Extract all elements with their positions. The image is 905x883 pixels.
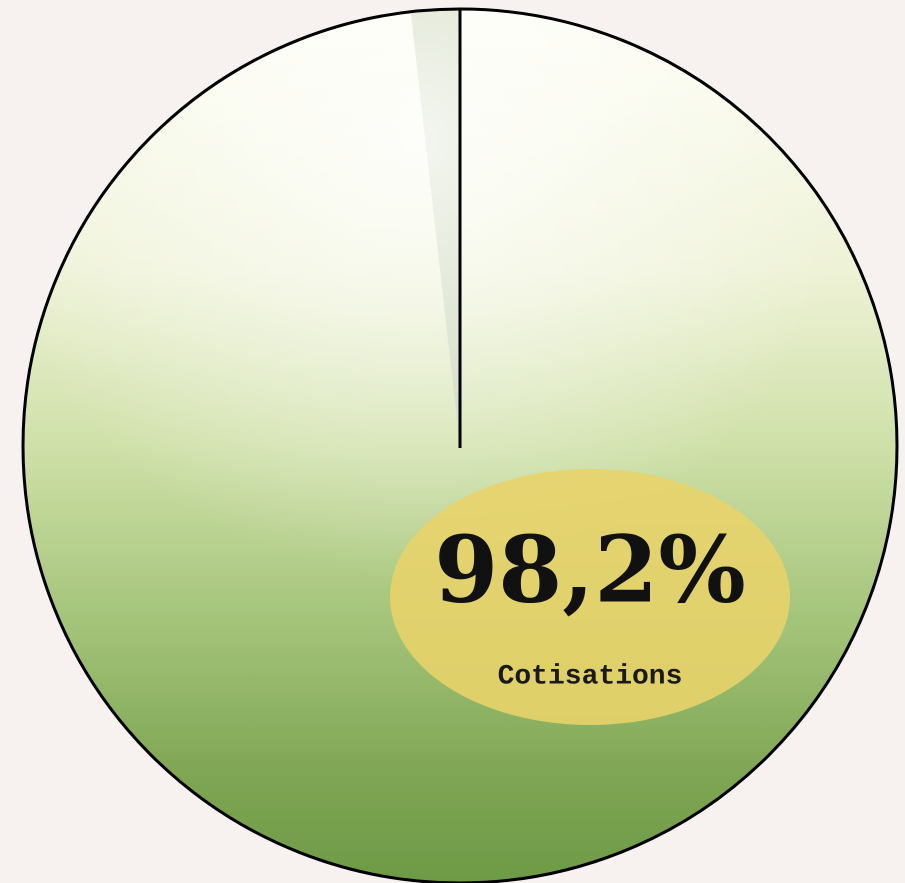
category-label: Cotisations <box>498 661 683 692</box>
value-label: 98,2% <box>434 516 746 624</box>
chart: 98,2% Cotisations <box>0 0 905 883</box>
